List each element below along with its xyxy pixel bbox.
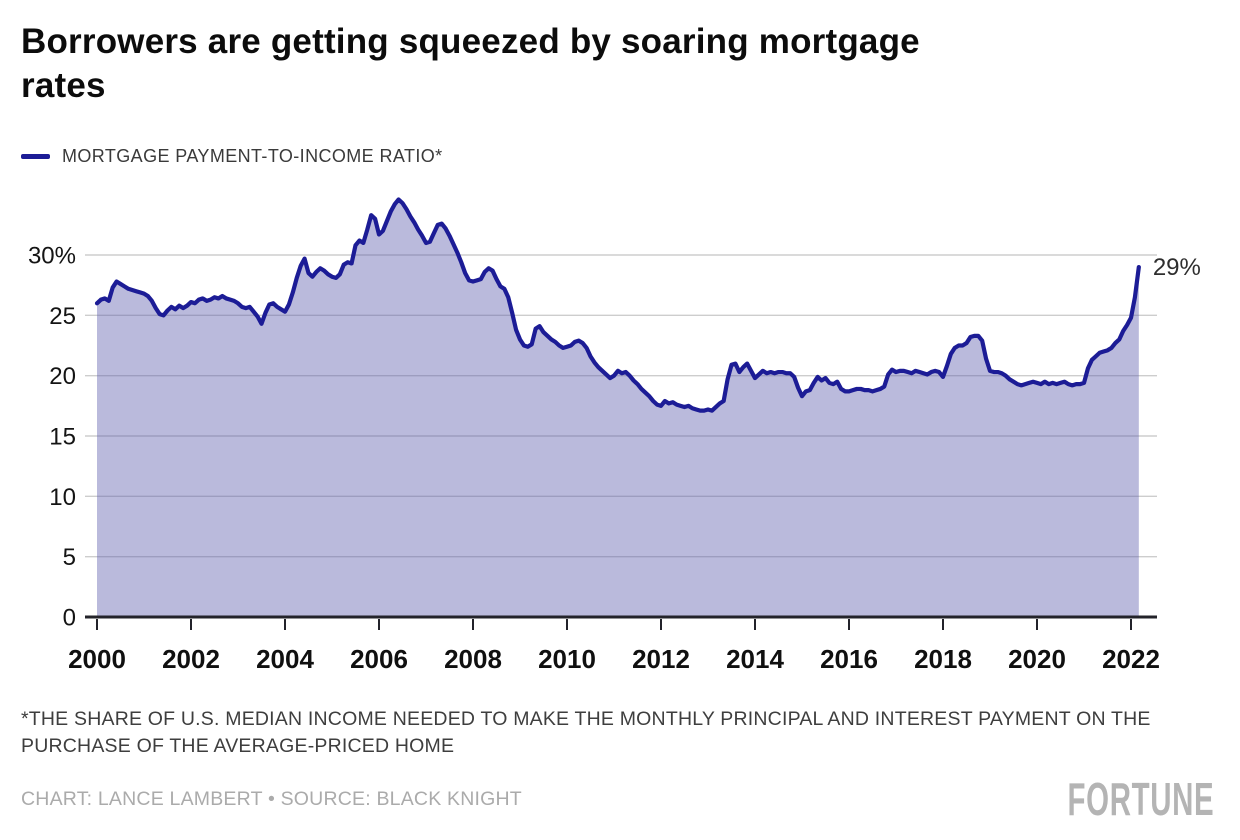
- y-axis-tick-label: 10: [49, 484, 76, 511]
- x-axis-tick-label: 2002: [162, 644, 220, 674]
- legend: MORTGAGE PAYMENT-TO-INCOME RATIO*: [21, 146, 443, 167]
- y-axis-tick-label: 25: [49, 303, 76, 330]
- x-axis-tick-label: 2020: [1008, 644, 1066, 674]
- credit-source-line: CHART: LANCE LAMBERT • SOURCE: BLACK KNI…: [21, 788, 522, 810]
- x-axis-tick-label: 2004: [256, 644, 314, 674]
- trend-line: [94, 197, 1141, 413]
- x-axis-tick-label: 2018: [914, 644, 972, 674]
- x-axis-tick-label: 2010: [538, 644, 596, 674]
- page-title-line-1: Borrowers are getting squeezed by soarin…: [21, 22, 920, 61]
- legend-line-swatch: [21, 154, 50, 159]
- page-title-line-2: rates: [21, 66, 106, 105]
- x-axis-tick-label: 2008: [444, 644, 502, 674]
- y-axis-tick-label: 15: [49, 424, 76, 451]
- x-axis-tick-label: 2006: [350, 644, 408, 674]
- x-axis-tick-label: 2016: [820, 644, 878, 674]
- y-axis-tick-label: 5: [63, 544, 76, 571]
- y-axis-tick-label: 30%: [28, 243, 76, 270]
- end-value-label: 29%: [1153, 254, 1201, 281]
- area-fill: [97, 199, 1139, 618]
- fortune-logo: FORTUNE: [1067, 773, 1214, 825]
- x-axis-tick-label: 2012: [632, 644, 690, 674]
- footnote-line-2: PURCHASE OF THE AVERAGE-PRICED HOME: [21, 735, 455, 757]
- x-axis-tick-label: 2022: [1102, 644, 1160, 674]
- legend-label: MORTGAGE PAYMENT-TO-INCOME RATIO*: [62, 146, 443, 166]
- y-axis-tick-label: 20: [49, 363, 76, 390]
- footnote: *THE SHARE OF U.S. MEDIAN INCOME NEEDED …: [21, 706, 1151, 760]
- footnote-line-1: *THE SHARE OF U.S. MEDIAN INCOME NEEDED …: [21, 708, 1151, 730]
- y-axis-tick-label: 0: [63, 605, 76, 632]
- x-axis-tick-label: 2014: [726, 644, 784, 674]
- x-axis-tick-label: 2000: [68, 644, 126, 674]
- page-title: Borrowers are getting squeezed by soarin…: [21, 20, 1201, 108]
